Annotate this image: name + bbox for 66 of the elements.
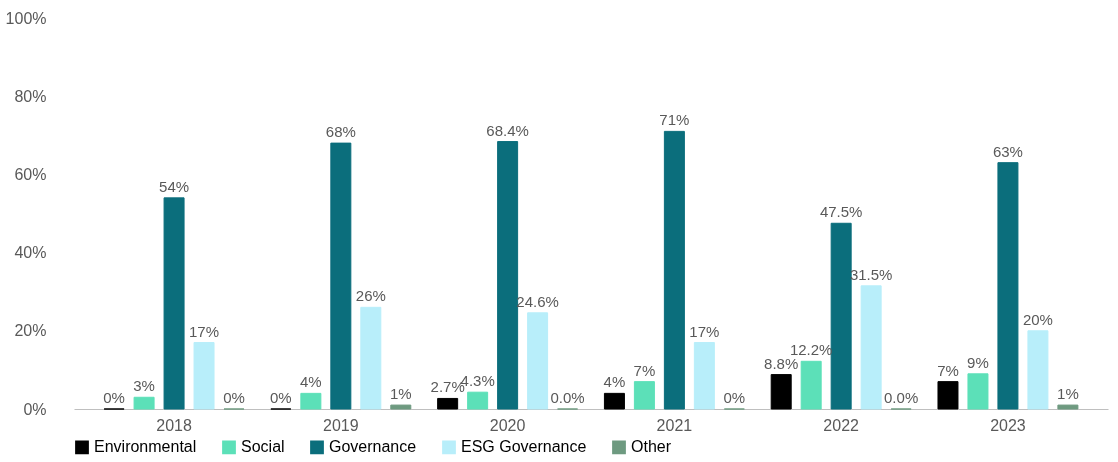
data-label: 3% [133,377,155,395]
bar [1057,404,1079,410]
bar [800,360,822,410]
bar [693,342,715,410]
legend-label: Governance [329,438,417,456]
bar [527,312,549,410]
x-tick-label: 2020 [489,416,526,434]
data-label: 47.5% [819,203,863,221]
bar [497,141,519,410]
bar [663,130,685,410]
data-label: 0.0% [884,389,919,406]
legend-label: ESG Governance [461,438,587,456]
y-tick-label: 40% [14,244,47,262]
bar [437,397,459,410]
bar [300,392,322,410]
data-label: 7% [937,361,959,379]
data-label: 0% [270,389,292,406]
x-tick-label: 2021 [656,416,693,434]
data-label: 4% [300,373,322,391]
data-label: 4% [603,373,626,391]
bar [937,381,959,410]
legend-label: Other [631,438,672,456]
data-label: 20% [1022,310,1053,328]
bar [330,142,352,410]
bar [770,374,792,410]
x-tick-label: 2022 [823,416,860,434]
y-tick-label: 80% [14,87,47,105]
bar [1027,330,1049,410]
data-label: 0.0% [550,389,585,406]
bar [163,197,185,410]
x-tick-label: 2018 [156,416,192,434]
data-label: 0% [723,389,746,406]
bar [133,396,155,410]
data-label: 8.8% [764,354,799,372]
x-tick-label: 2023 [990,416,1026,434]
bar [967,373,989,410]
data-label: 7% [633,361,656,379]
data-label: 17% [189,322,220,340]
x-tick-label: 2019 [323,416,359,434]
data-label: 9% [967,353,989,371]
bar [390,404,412,410]
legend-label: Social [241,438,285,456]
y-tick-label: 60% [14,165,47,183]
bar [997,162,1019,410]
bar [360,306,382,410]
bar [467,391,489,410]
y-tick-label: 0% [23,400,47,418]
data-label: 0% [223,389,245,406]
bar [193,342,215,410]
data-label: 1% [1057,385,1079,403]
bar [860,285,882,410]
bar [830,222,852,410]
y-tick-label: 20% [14,322,47,340]
y-tick-label: 100% [5,9,47,27]
data-label: 0% [103,389,125,406]
data-label: 17% [689,322,720,340]
data-label: 71% [659,111,690,129]
data-label: 68.4% [486,121,529,139]
data-label: 54% [159,177,190,195]
bar [603,392,625,410]
bar [633,381,655,410]
legend-label: Environmental [94,438,197,456]
data-label: 63% [992,142,1023,160]
data-label: 1% [389,385,412,403]
data-label: 26% [355,287,386,305]
data-label: 68% [325,123,356,141]
